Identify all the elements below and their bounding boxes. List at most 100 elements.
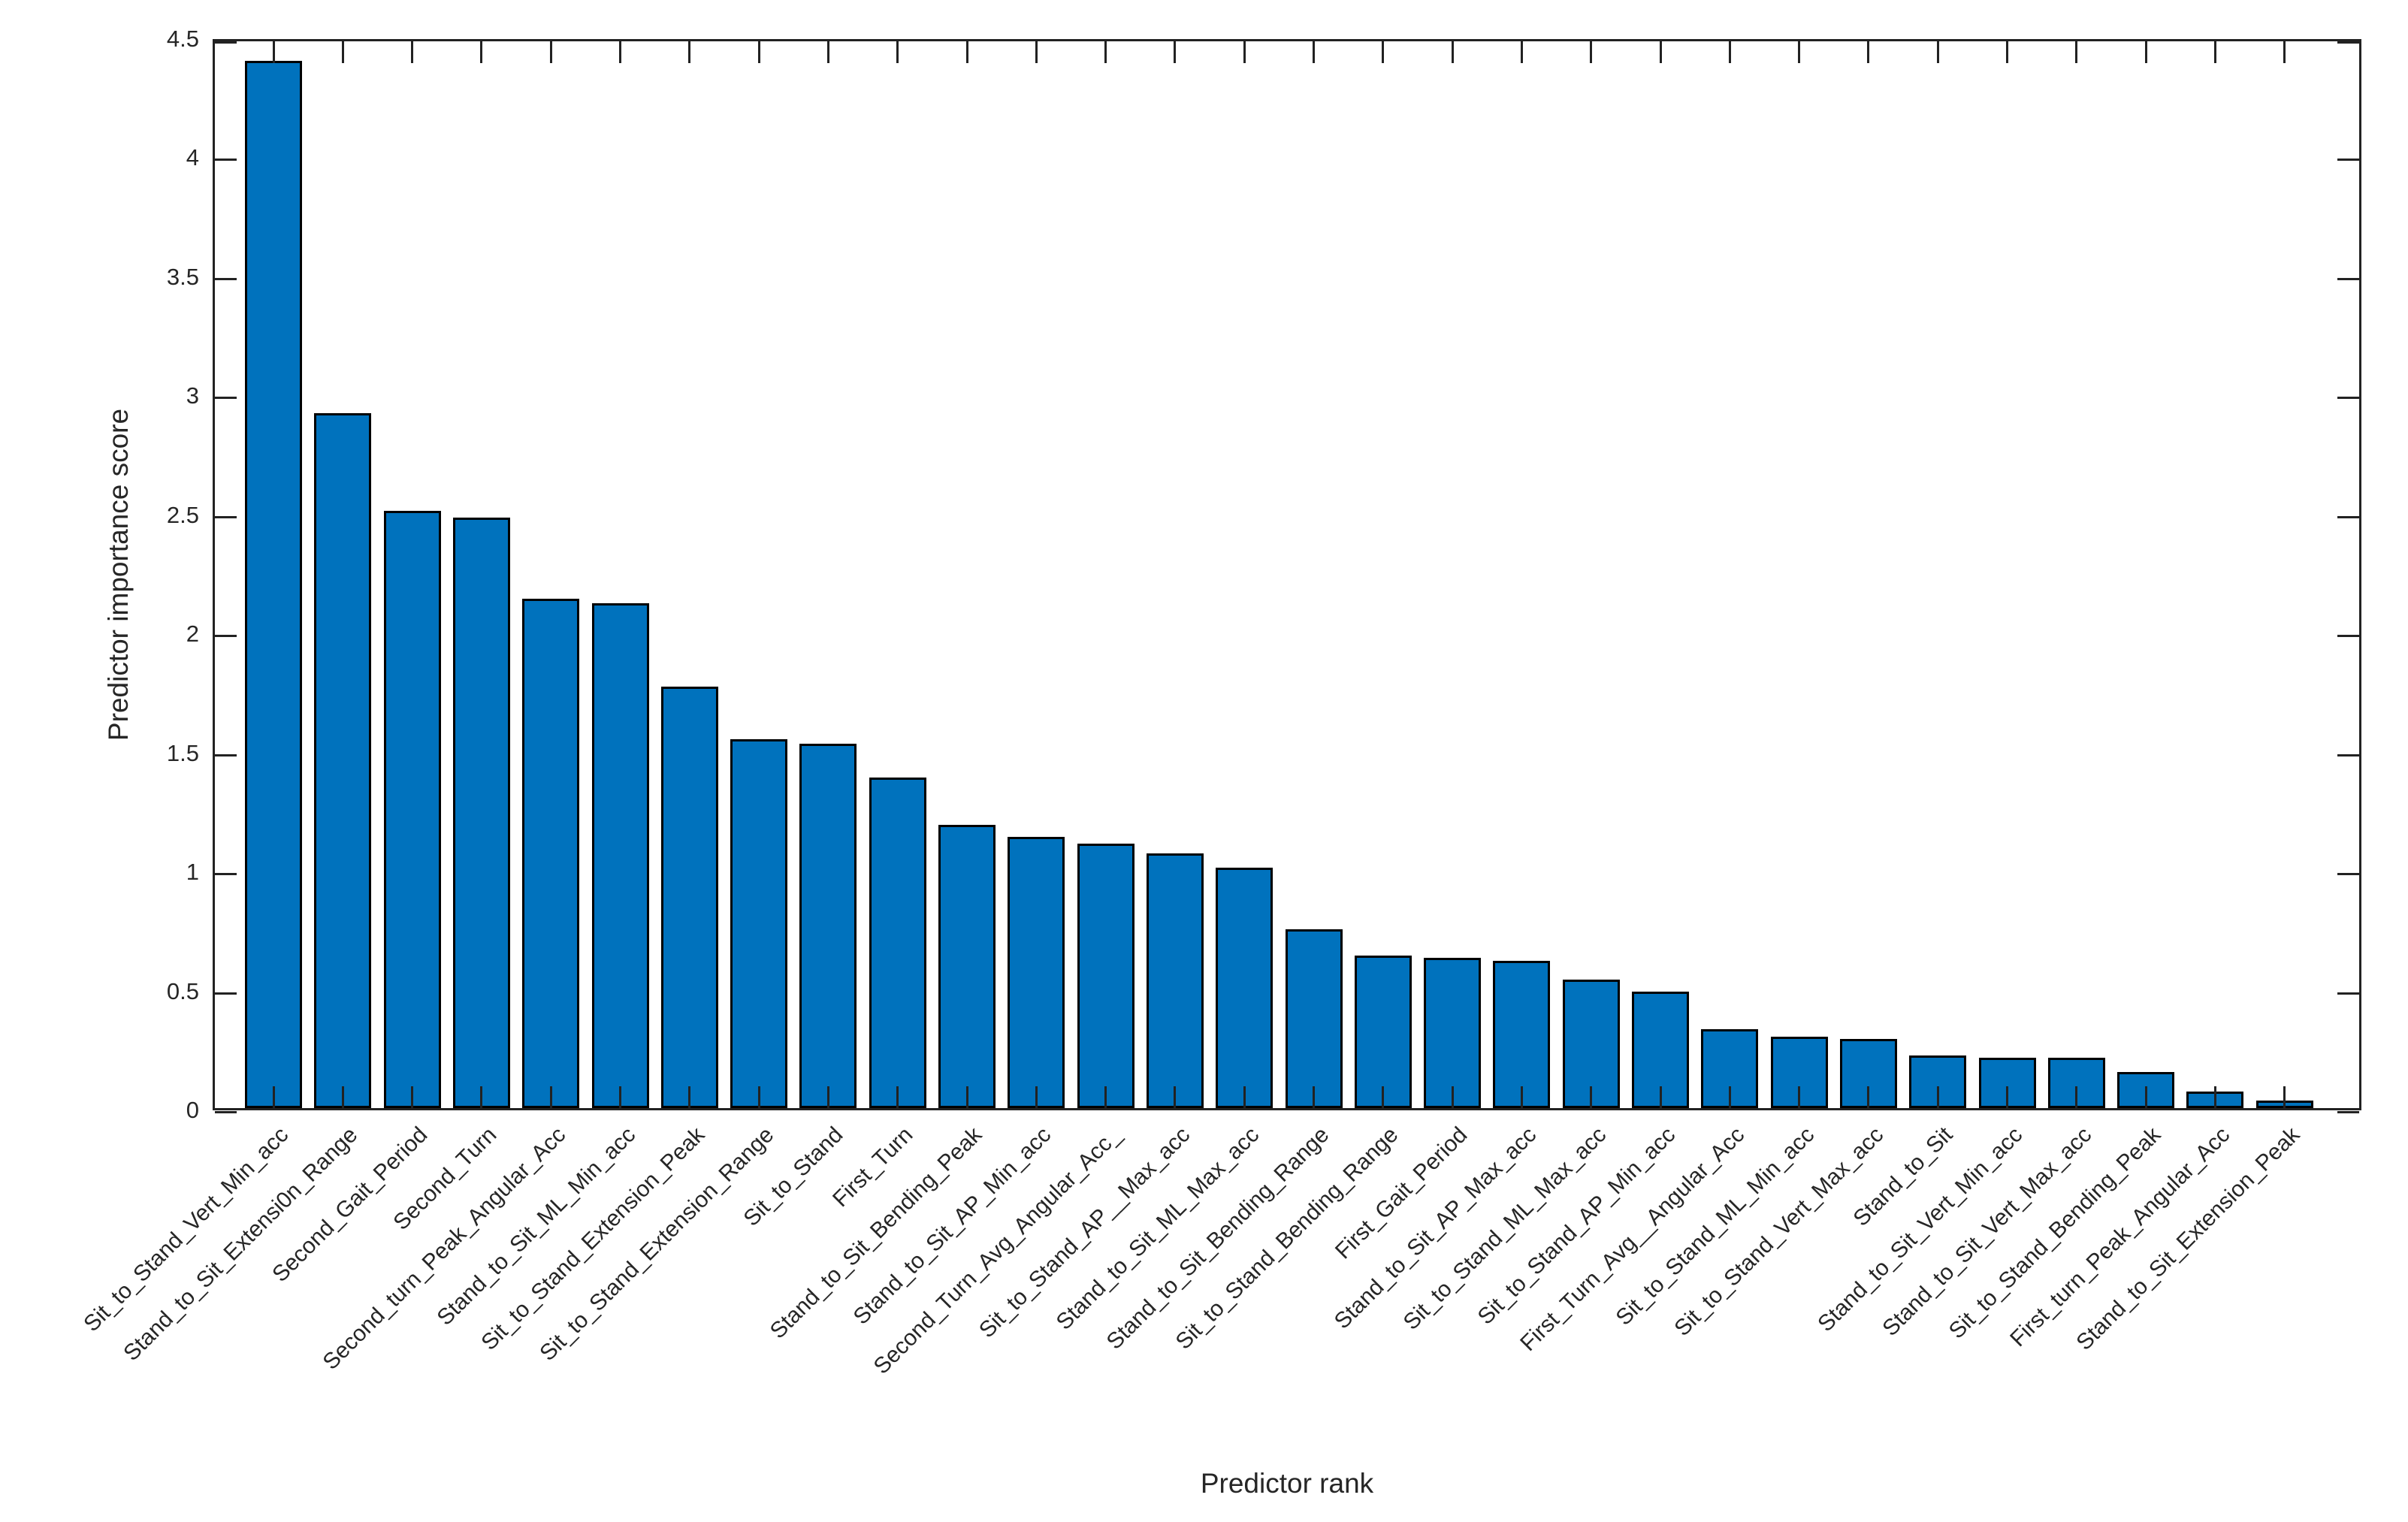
x-tick-bottom xyxy=(2075,1086,2077,1108)
y-tick-left xyxy=(215,41,237,44)
bar xyxy=(1355,956,1412,1108)
x-tick-bottom xyxy=(1104,1086,1107,1108)
y-tick-right xyxy=(2337,873,2359,875)
y-tick-right xyxy=(2337,992,2359,995)
y-tick-right xyxy=(2337,397,2359,399)
x-tick-top xyxy=(2145,41,2147,63)
x-tick-bottom xyxy=(688,1086,690,1108)
x-tick-bottom xyxy=(1243,1086,1246,1108)
x-tick-top xyxy=(2214,41,2216,63)
y-tick-label: 4.5 xyxy=(166,26,199,52)
x-tick-bottom xyxy=(1313,1086,1315,1108)
x-tick-bottom xyxy=(1382,1086,1384,1108)
bar xyxy=(1008,837,1065,1108)
x-tick-bottom xyxy=(1035,1086,1038,1108)
y-tick-label: 0 xyxy=(186,1097,199,1123)
y-tick-left xyxy=(215,873,237,875)
bar xyxy=(799,744,857,1108)
x-tick-top xyxy=(896,41,899,63)
x-tick-top xyxy=(273,41,275,63)
y-tick-label: 2.5 xyxy=(166,502,199,528)
x-tick-top xyxy=(1521,41,1523,63)
x-tick-top xyxy=(550,41,552,63)
x-tick-bottom xyxy=(758,1086,760,1108)
x-tick-top xyxy=(1452,41,1454,63)
y-tick-left xyxy=(215,754,237,756)
y-tick-left xyxy=(215,397,237,399)
x-tick-bottom xyxy=(273,1086,275,1108)
y-tick-left xyxy=(215,1111,237,1113)
y-tick-label: 4 xyxy=(186,144,199,171)
x-tick-bottom xyxy=(619,1086,621,1108)
y-tick-label: 3 xyxy=(186,382,199,409)
x-tick-top xyxy=(1313,41,1315,63)
x-tick-top xyxy=(758,41,760,63)
x-tick-top xyxy=(827,41,829,63)
x-tick-top xyxy=(1729,41,1731,63)
bar xyxy=(1424,958,1481,1108)
x-tick-bottom xyxy=(411,1086,413,1108)
y-tick-right xyxy=(2337,754,2359,756)
x-tick-bottom xyxy=(1937,1086,1939,1108)
bar xyxy=(661,687,718,1108)
x-tick-bottom xyxy=(1452,1086,1454,1108)
bar xyxy=(453,518,510,1108)
bar xyxy=(1216,868,1273,1108)
x-tick-top xyxy=(1867,41,1869,63)
y-tick-right xyxy=(2337,516,2359,518)
x-tick-bottom xyxy=(342,1086,344,1108)
y-tick-left xyxy=(215,278,237,280)
y-tick-right xyxy=(2337,41,2359,44)
x-tick-bottom xyxy=(896,1086,899,1108)
x-tick-top xyxy=(1243,41,1246,63)
x-tick-top xyxy=(619,41,621,63)
x-tick-bottom xyxy=(1867,1086,1869,1108)
x-tick-top xyxy=(1035,41,1038,63)
bar xyxy=(1147,853,1204,1108)
x-tick-top xyxy=(1660,41,1662,63)
x-tick-bottom xyxy=(966,1086,968,1108)
x-tick-top xyxy=(1174,41,1176,63)
x-tick-top xyxy=(342,41,344,63)
y-tick-left xyxy=(215,159,237,161)
bar xyxy=(1493,961,1550,1108)
x-tick-bottom xyxy=(1174,1086,1176,1108)
x-tick-top xyxy=(411,41,413,63)
y-tick-right xyxy=(2337,278,2359,280)
bar xyxy=(522,599,579,1108)
x-tick-bottom xyxy=(827,1086,829,1108)
x-tick-bottom xyxy=(1729,1086,1731,1108)
y-tick-left xyxy=(215,635,237,637)
y-tick-label: 3.5 xyxy=(166,264,199,290)
x-tick-top xyxy=(1798,41,1800,63)
x-tick-bottom xyxy=(1798,1086,1800,1108)
x-tick-top xyxy=(1937,41,1939,63)
x-tick-bottom xyxy=(2283,1086,2286,1108)
y-tick-label: 2 xyxy=(186,621,199,647)
x-tick-top xyxy=(966,41,968,63)
x-tick-bottom xyxy=(480,1086,482,1108)
x-tick-top xyxy=(2283,41,2286,63)
x-tick-bottom xyxy=(2006,1086,2008,1108)
x-tick-bottom xyxy=(1590,1086,1592,1108)
bar xyxy=(938,825,996,1108)
y-tick-right xyxy=(2337,635,2359,637)
y-tick-left xyxy=(215,516,237,518)
plot-area xyxy=(213,39,2361,1113)
x-tick-top xyxy=(1590,41,1592,63)
bar xyxy=(730,739,787,1108)
y-tick-left xyxy=(215,992,237,995)
bar xyxy=(869,778,926,1108)
x-tick-top xyxy=(688,41,690,63)
bar xyxy=(245,61,302,1108)
bar xyxy=(1909,1055,1966,1108)
x-tick-bottom xyxy=(550,1086,552,1108)
x-tick-top xyxy=(2075,41,2077,63)
x-tick-top xyxy=(480,41,482,63)
y-tick-label: 0.5 xyxy=(166,978,199,1004)
bar xyxy=(1077,844,1135,1108)
y-tick-label: 1 xyxy=(186,859,199,885)
x-tick-bottom xyxy=(1521,1086,1523,1108)
bar xyxy=(592,603,649,1108)
